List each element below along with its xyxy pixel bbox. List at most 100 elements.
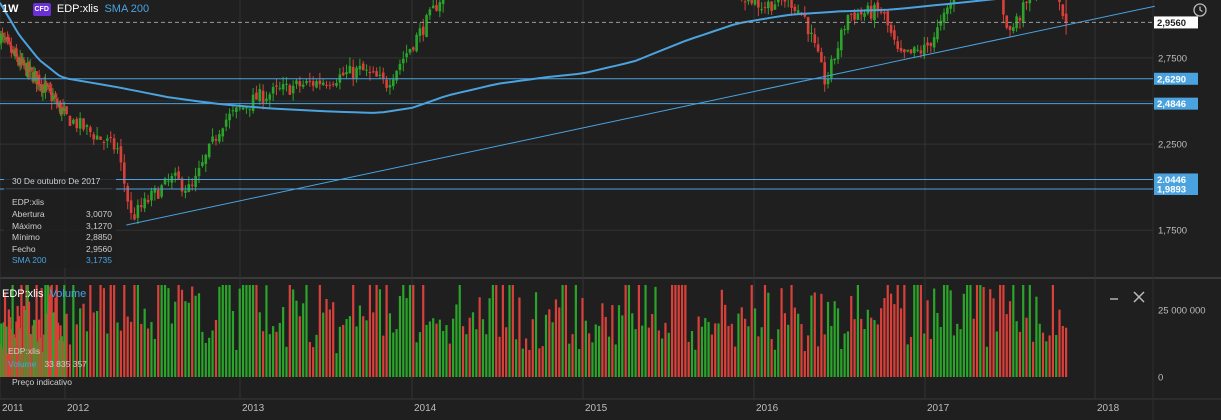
volume-bar bbox=[22, 305, 26, 377]
candle-body bbox=[859, 11, 863, 15]
volume-bar bbox=[923, 333, 926, 377]
tooltip-high: Máximo 3,1270 bbox=[12, 220, 112, 231]
volume-bar bbox=[574, 285, 577, 377]
volume-bar bbox=[488, 298, 491, 377]
volume-bar bbox=[1038, 323, 1041, 377]
candle-body bbox=[816, 44, 820, 52]
candle-body bbox=[368, 71, 372, 73]
symbol-label[interactable]: EDP:xlis bbox=[56, 3, 99, 15]
candle-body bbox=[806, 17, 810, 35]
volume-bar bbox=[684, 285, 687, 377]
candle-body bbox=[89, 127, 92, 132]
candle-body bbox=[139, 205, 143, 208]
volume-bar bbox=[1035, 296, 1038, 377]
volume-bar bbox=[501, 285, 504, 377]
volume-bar bbox=[102, 288, 106, 377]
indicative-price-note: Preço indicativo bbox=[12, 377, 73, 387]
candle-body bbox=[358, 65, 362, 70]
volume-bar bbox=[720, 289, 723, 377]
volume-bar bbox=[465, 334, 468, 377]
volume-bar bbox=[318, 285, 321, 377]
candle-body bbox=[177, 171, 180, 179]
volume-bar bbox=[11, 285, 14, 377]
volume-bar bbox=[129, 321, 133, 377]
candle-body bbox=[438, 2, 442, 12]
volume-bar bbox=[48, 294, 51, 377]
volume-bar bbox=[588, 333, 591, 377]
candle-body bbox=[291, 85, 295, 94]
candle-body bbox=[946, 7, 949, 14]
candle-body bbox=[408, 49, 412, 53]
indicator-label[interactable]: SMA 200 bbox=[104, 3, 150, 15]
close-icon[interactable] bbox=[1132, 290, 1146, 304]
volume-bar bbox=[0, 323, 3, 377]
volume-bar bbox=[1032, 341, 1035, 377]
volume-bar bbox=[919, 285, 923, 377]
volume-bar bbox=[428, 321, 431, 377]
volume-bar bbox=[258, 312, 261, 377]
clock-settings-icon[interactable] bbox=[1192, 2, 1208, 18]
y-tick-label: 1,7500 bbox=[1158, 226, 1187, 237]
volume-bar bbox=[345, 319, 348, 377]
volume-bar bbox=[295, 300, 298, 377]
volume-bar bbox=[816, 346, 820, 377]
x-tick-label: 2016 bbox=[756, 403, 779, 414]
volume-bar bbox=[32, 319, 36, 377]
volume-bar bbox=[335, 353, 338, 377]
volume-bar bbox=[248, 285, 251, 377]
volume-bar bbox=[10, 328, 13, 377]
candle-body bbox=[32, 72, 36, 82]
x-tick-label: 2013 bbox=[242, 403, 265, 414]
volume-bar bbox=[856, 285, 859, 377]
volume-bar bbox=[54, 297, 57, 377]
volume-bar bbox=[707, 321, 710, 377]
volume-bar bbox=[255, 285, 258, 377]
candle-body bbox=[395, 70, 398, 81]
volume-bar bbox=[136, 285, 139, 377]
candle-body bbox=[160, 185, 163, 197]
volume-bar bbox=[972, 318, 975, 377]
volume-bar bbox=[65, 313, 68, 377]
tooltip-open: Abertura 3,0070 bbox=[12, 209, 112, 219]
timeframe-label[interactable]: 1W bbox=[2, 3, 19, 15]
candle-body bbox=[936, 27, 939, 40]
volume-bar bbox=[170, 323, 173, 377]
candle-body bbox=[849, 13, 853, 15]
volume-bar bbox=[388, 313, 392, 377]
candle-body bbox=[863, 13, 866, 17]
candle-body bbox=[767, 1, 770, 9]
volume-symbol-label[interactable]: EDP:xlis bbox=[2, 288, 44, 300]
volume-bar bbox=[1065, 327, 1068, 377]
volume-bar bbox=[793, 307, 796, 377]
volume-bar bbox=[2, 322, 5, 377]
volume-bar bbox=[982, 287, 985, 377]
candle-body bbox=[345, 72, 348, 75]
volume-bar bbox=[415, 342, 418, 377]
candle-body bbox=[879, 11, 883, 13]
candle-body bbox=[371, 71, 375, 73]
candle-body bbox=[261, 90, 265, 104]
volume-indicator-label[interactable]: Volume bbox=[49, 288, 87, 300]
volume-bar bbox=[174, 301, 177, 377]
volume-bar bbox=[221, 285, 224, 377]
candle-body bbox=[1025, 1, 1028, 3]
volume-bar bbox=[422, 285, 425, 377]
candle-body bbox=[411, 47, 415, 50]
volume-bar bbox=[45, 313, 48, 377]
volume-bar bbox=[481, 319, 485, 377]
level-label: 1,9893 bbox=[1157, 184, 1186, 195]
volume-bar bbox=[146, 328, 150, 377]
volume-bar bbox=[975, 285, 979, 377]
volume-bar bbox=[31, 325, 34, 377]
volume-bar bbox=[362, 316, 365, 377]
candle-body bbox=[803, 13, 807, 17]
candle-body bbox=[194, 175, 197, 188]
volume-bar bbox=[35, 285, 38, 377]
candle-body bbox=[251, 94, 255, 111]
volume-bar bbox=[860, 318, 863, 377]
volume-bar bbox=[197, 293, 201, 377]
candle-body bbox=[435, 5, 438, 11]
minimize-icon[interactable] bbox=[1108, 290, 1122, 304]
volume-bar bbox=[402, 285, 405, 377]
